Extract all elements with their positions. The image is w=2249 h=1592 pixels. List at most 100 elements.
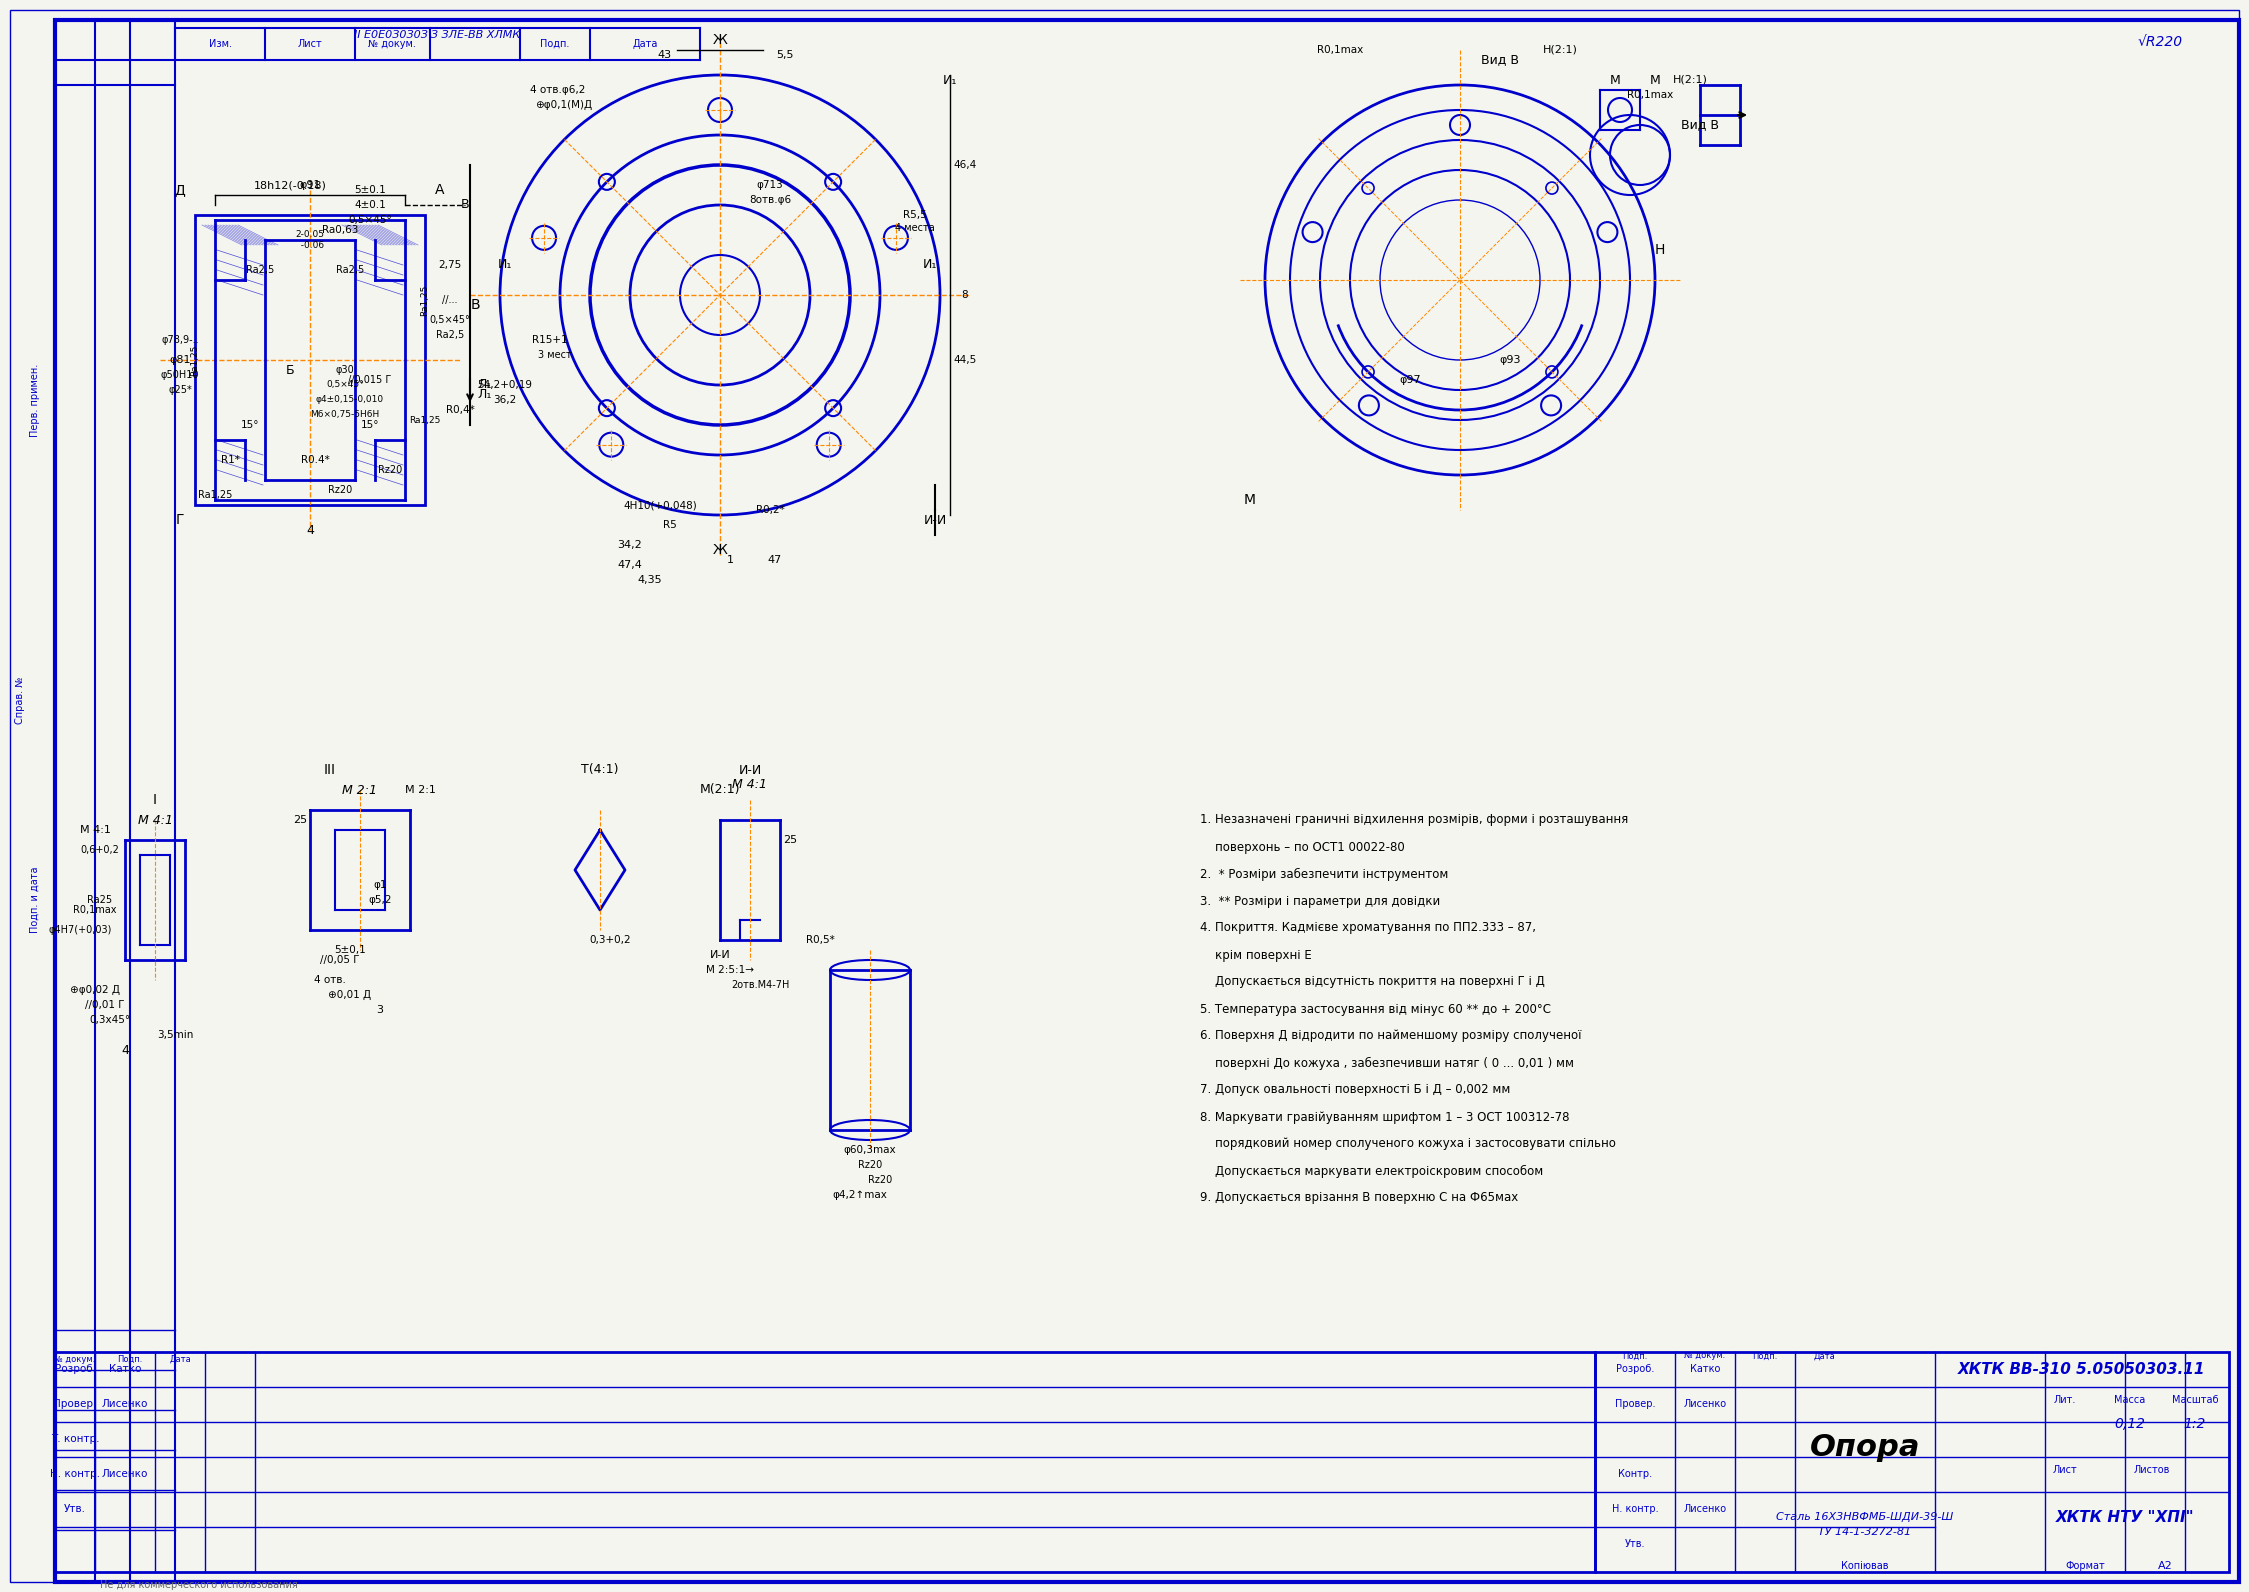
Text: 3,5min: 3,5min bbox=[157, 1030, 193, 1040]
Text: Листов: Листов bbox=[2134, 1465, 2170, 1476]
Text: 34,2: 34,2 bbox=[618, 540, 643, 549]
Text: Подп.: Подп. bbox=[540, 38, 569, 49]
Text: 4 отв.: 4 отв. bbox=[315, 974, 346, 985]
Text: Н. контр.: Н. контр. bbox=[1613, 1504, 1658, 1514]
Text: Лит.: Лит. bbox=[2053, 1395, 2076, 1406]
Text: Л₁: Л₁ bbox=[477, 388, 493, 401]
Text: 5,5: 5,5 bbox=[776, 49, 794, 60]
Text: А2: А2 bbox=[2157, 1562, 2173, 1571]
Text: Провер.: Провер. bbox=[54, 1399, 97, 1409]
Text: Н: Н bbox=[1655, 244, 1664, 256]
Text: φ30: φ30 bbox=[335, 365, 355, 376]
Text: поверхні До кожуха , забезпечивши натяг ( 0 ... 0,01 ) мм: поверхні До кожуха , забезпечивши натяг … bbox=[1201, 1057, 1574, 1070]
Text: М 2:1: М 2:1 bbox=[405, 785, 436, 794]
Text: Розроб.: Розроб. bbox=[1615, 1364, 1655, 1374]
Text: И-И: И-И bbox=[711, 950, 731, 960]
Text: R0,5*: R0,5* bbox=[805, 935, 834, 946]
Text: Опора: Опора bbox=[1810, 1433, 1921, 1461]
Text: Вид В: Вид В bbox=[1482, 54, 1518, 67]
Text: Ra0,63: Ra0,63 bbox=[322, 224, 358, 236]
Text: 4: 4 bbox=[306, 524, 315, 537]
Text: Дата: Дата bbox=[1815, 1352, 1835, 1361]
Text: 0,5×45°: 0,5×45° bbox=[349, 215, 391, 224]
Text: 1:2: 1:2 bbox=[2184, 1417, 2206, 1431]
Text: 3.  ** Розміри і параметри для довідки: 3. ** Розміри і параметри для довідки bbox=[1201, 895, 1439, 907]
Text: І: І bbox=[153, 793, 157, 807]
Text: Вид В: Вид В bbox=[1680, 118, 1718, 132]
Text: 4 отв.φ6,2: 4 отв.φ6,2 bbox=[531, 84, 585, 96]
Text: 0,5×45°: 0,5×45° bbox=[430, 315, 470, 325]
Text: M(2:1): M(2:1) bbox=[699, 783, 740, 796]
Text: 6. Поверхня Д відродити по найменшому розміру сполученої: 6. Поверхня Д відродити по найменшому ро… bbox=[1201, 1030, 1581, 1043]
Text: φ5,2: φ5,2 bbox=[369, 895, 391, 904]
Text: 0,6+0,2: 0,6+0,2 bbox=[81, 845, 119, 855]
Text: М 2:5:1→: М 2:5:1→ bbox=[706, 965, 753, 974]
Text: Г: Г bbox=[175, 513, 184, 527]
Text: Н. контр.: Н. контр. bbox=[49, 1469, 99, 1479]
Text: 4. Покриття. Кадмієве хроматування по ПП2.333 – 87,: 4. Покриття. Кадмієве хроматування по ПП… bbox=[1201, 922, 1536, 935]
Text: порядковий номер сполученого кожуха і застосовувати спільно: порядковий номер сполученого кожуха і за… bbox=[1201, 1138, 1615, 1151]
Text: φ713: φ713 bbox=[756, 180, 783, 189]
Text: 5±0,1: 5±0,1 bbox=[335, 946, 367, 955]
Text: Лисенко: Лисенко bbox=[101, 1469, 148, 1479]
Text: Подп.: Подп. bbox=[1752, 1352, 1777, 1361]
Text: 4,35: 4,35 bbox=[639, 575, 661, 584]
Text: Ra1,25: Ra1,25 bbox=[198, 490, 232, 500]
Text: В: В bbox=[461, 199, 470, 212]
Text: М: М bbox=[1649, 73, 1660, 86]
Text: Справ. №: Справ. № bbox=[16, 677, 25, 724]
Text: А: А bbox=[436, 183, 445, 197]
Text: φ60,3max: φ60,3max bbox=[843, 1145, 897, 1156]
Text: Лисенко: Лисенко bbox=[1685, 1399, 1727, 1409]
Text: 25: 25 bbox=[292, 815, 308, 825]
Text: φ91: φ91 bbox=[299, 180, 322, 189]
Text: Rz20: Rz20 bbox=[857, 1161, 882, 1170]
Text: 4H10(+0,048): 4H10(+0,048) bbox=[623, 500, 697, 509]
Text: ТУ 14-1-3272-81: ТУ 14-1-3272-81 bbox=[1819, 1527, 1912, 1536]
Text: М 4:1: М 4:1 bbox=[733, 778, 767, 791]
Text: √R220: √R220 bbox=[2137, 35, 2182, 49]
Text: Катко: Катко bbox=[108, 1364, 142, 1374]
Text: Rz20: Rz20 bbox=[328, 486, 353, 495]
Text: Ra2,5: Ra2,5 bbox=[335, 264, 364, 275]
Text: Л₁: Л₁ bbox=[477, 379, 493, 392]
Text: 1. Незазначені граничні відхилення розмірів, форми і розташування: 1. Незазначені граничні відхилення розмі… bbox=[1201, 814, 1628, 826]
Text: Допускається маркувати електроіскровим способом: Допускається маркувати електроіскровим с… bbox=[1201, 1164, 1543, 1178]
Text: φ4±0,15-0,010: φ4±0,15-0,010 bbox=[315, 395, 385, 404]
Text: крім поверхні Е: крім поверхні Е bbox=[1201, 949, 1311, 962]
Text: Лист: Лист bbox=[2053, 1465, 2078, 1476]
Text: 0,5×45°: 0,5×45° bbox=[326, 380, 364, 390]
Text: 44,5: 44,5 bbox=[954, 355, 976, 365]
Text: φ97: φ97 bbox=[1399, 376, 1421, 385]
Text: Ra1,25: Ra1,25 bbox=[191, 344, 200, 376]
Text: М: М bbox=[1610, 73, 1619, 86]
Text: φ93: φ93 bbox=[1500, 355, 1520, 365]
Text: 8. Маркувати гравійуванням шрифтом 1 – 3 ОСТ 100312-78: 8. Маркувати гравійуванням шрифтом 1 – 3… bbox=[1201, 1111, 1570, 1124]
Text: 15°: 15° bbox=[360, 420, 380, 430]
Text: 15°: 15° bbox=[241, 420, 259, 430]
Text: И₁: И₁ bbox=[497, 258, 513, 272]
Text: Rz20: Rz20 bbox=[378, 465, 403, 474]
Text: ХКТК НТУ "ХПІ": ХКТК НТУ "ХПІ" bbox=[2056, 1509, 2195, 1525]
Text: 1: 1 bbox=[726, 556, 733, 565]
Text: Подп.: Подп. bbox=[117, 1355, 142, 1363]
Text: Ra1,25: Ra1,25 bbox=[409, 416, 441, 425]
Text: R1*: R1* bbox=[220, 455, 238, 465]
Text: 5±0.1: 5±0.1 bbox=[353, 185, 387, 194]
Bar bbox=[196, 215, 425, 505]
Text: φ81: φ81 bbox=[169, 355, 191, 365]
Text: ІІ Е0Е0З0З0З'З ЗЛЕ-ВВ ХЛМК: ІІ Е0Е0З0З0З'З ЗЛЕ-ВВ ХЛМК bbox=[353, 30, 520, 40]
Text: Утв.: Утв. bbox=[63, 1504, 85, 1514]
Text: № докум.: № докум. bbox=[54, 1355, 97, 1363]
Text: Копіював: Копіював bbox=[1842, 1562, 1889, 1571]
Text: М: М bbox=[1244, 494, 1255, 506]
Text: R0,2*: R0,2* bbox=[756, 505, 785, 514]
Text: Б: Б bbox=[286, 363, 295, 376]
Text: ІІІ: ІІІ bbox=[324, 763, 335, 777]
Text: ⊕φ0,1(М)Д: ⊕φ0,1(М)Д bbox=[535, 100, 591, 110]
Text: R15+1: R15+1 bbox=[533, 334, 567, 345]
Text: Н(2:1): Н(2:1) bbox=[1673, 75, 1707, 84]
Text: Т(4:1): Т(4:1) bbox=[580, 764, 618, 777]
Text: 0,3+0,2: 0,3+0,2 bbox=[589, 935, 630, 946]
Text: Утв.: Утв. bbox=[1624, 1539, 1646, 1549]
